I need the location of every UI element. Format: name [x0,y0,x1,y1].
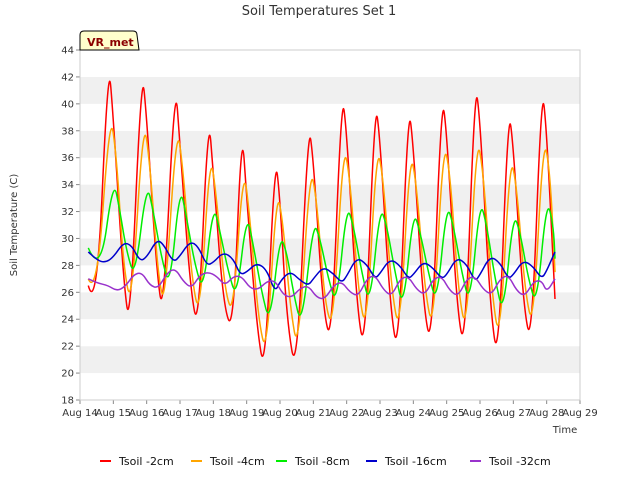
grid-band [80,184,580,212]
x-tick-label: Aug 25 [429,408,464,419]
legend: Tsoil -2cm Tsoil -4cm Tsoil -8cm Tsoil -16c… [100,455,551,468]
x-tick-label: Aug 29 [562,408,597,419]
grid-band [80,373,580,400]
grid-band [80,50,580,77]
x-tick-label: Aug 17 [162,408,197,419]
x-tick-label: Aug 16 [129,408,164,419]
x-tick-label: Aug 21 [296,408,331,419]
plot-frame [79,49,581,401]
y-tick-label: 22 [61,342,74,353]
x-tick-label: Aug 14 [62,408,97,419]
legend-label-tsoil-2cm: Tsoil -2cm [118,455,174,468]
grid-band [80,157,580,185]
y-tick-label: 32 [61,207,74,218]
chart-title: Soil Temperatures Set 1 [242,4,397,19]
grid-band [80,346,580,374]
y-tick-label: 28 [61,261,74,272]
grid-band [80,76,580,104]
y-tick-label: 18 [61,396,74,407]
y-axis-label: Soil Temperature (C) [9,174,20,277]
legend-label-tsoil-32cm: Tsoil -32cm [488,455,551,468]
y-tick-label: 36 [61,153,74,164]
x-tick-label: Aug 20 [262,408,297,419]
y-tick-label: 26 [61,288,74,299]
x-tick-label: Aug 19 [229,408,264,419]
x-tick-label: Aug 27 [496,408,531,419]
grid-band [80,130,580,158]
x-tick-label: Aug 28 [529,408,564,419]
y-tick-label: 34 [61,180,74,191]
grid-band [80,211,580,239]
series-line-tsoil-4cm [87,127,556,343]
legend-label-tsoil-16cm: Tsoil -16cm [384,455,447,468]
x-tick-label: Aug 24 [396,408,431,419]
y-tick-label: 42 [61,72,74,83]
badge-box [79,30,140,51]
legend-label-tsoil-8cm: Tsoil -8cm [294,455,350,468]
grid-band [80,103,580,131]
series-line-tsoil-32cm [87,269,556,300]
x-tick-label: Aug 26 [462,408,497,419]
y-tick-label: 40 [61,99,74,110]
series-line-tsoil-16cm [87,240,556,290]
x-tick-label: Aug 23 [362,408,397,419]
x-tick-label: Aug 22 [329,408,364,419]
x-axis-label: Time [552,425,577,436]
y-tick-label: 38 [61,126,74,137]
y-tick-label: 20 [61,369,74,380]
series-lines [87,80,556,358]
series-line-tsoil-2cm [87,80,556,358]
y-tick-label: 44 [61,46,74,57]
grid-band [80,292,580,320]
legend-label-tsoil-4cm: Tsoil -4cm [209,455,265,468]
badge-label: VR_met [87,36,134,49]
badge: VR_met [79,30,140,51]
x-tick-label: Aug 15 [96,408,131,419]
x-tick-label: Aug 18 [196,408,231,419]
y-axis-ticks: 18 20 22 24 26 28 30 32 34 36 38 40 42 44 [61,46,80,407]
y-tick-label: 24 [61,315,74,326]
y-tick-label: 30 [61,234,74,245]
series-line-tsoil-8cm [87,189,556,316]
